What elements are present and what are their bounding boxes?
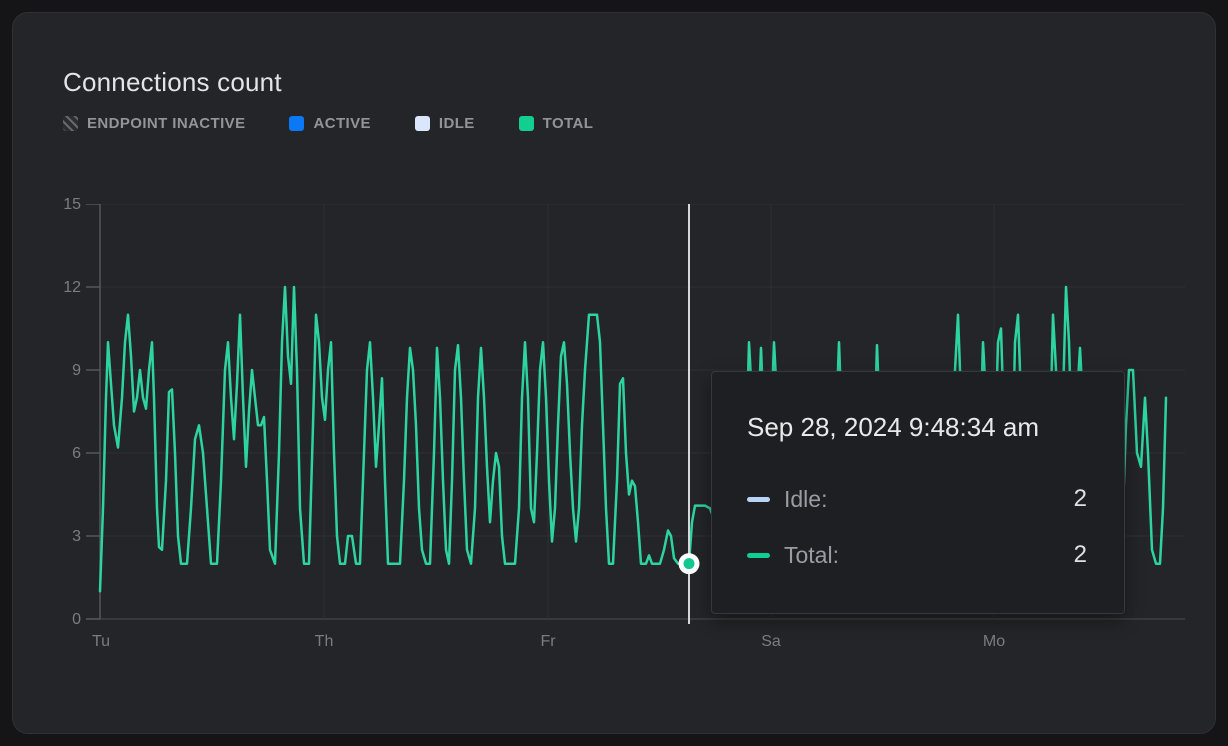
chart-legend: ENDPOINT INACTIVE ACTIVE IDLE TOTAL: [63, 115, 593, 132]
series-dash-icon: [747, 552, 770, 558]
tooltip-row-idle: Idle: 2: [747, 486, 1087, 512]
tooltip-row-label: Total:: [784, 542, 839, 568]
hover-marker-dot: [683, 558, 695, 570]
x-axis-label: Sa: [761, 633, 781, 650]
tooltip-rows: Idle: 2 Total: 2: [747, 486, 1087, 568]
legend-item-total[interactable]: TOTAL: [518, 115, 594, 132]
legend-swatch-icon: [63, 116, 78, 131]
legend-label: ACTIVE: [313, 115, 371, 132]
tooltip-row-total: Total: 2: [747, 542, 1087, 568]
legend-item-idle[interactable]: IDLE: [414, 115, 475, 132]
tooltip-row-label: Idle:: [784, 486, 828, 512]
legend-item-active[interactable]: ACTIVE: [289, 115, 370, 132]
x-axis-label: Mo: [982, 633, 1006, 650]
tooltip-row-value: 2: [1073, 541, 1087, 568]
chart-tooltip: Sep 28, 2024 9:48:34 am Idle: 2 Total: 2: [711, 371, 1125, 614]
connections-count-card: Connections count ENDPOINT INACTIVE ACTIV…: [12, 12, 1216, 734]
x-axis-label: Tu: [91, 633, 111, 650]
legend-swatch-icon: [414, 116, 430, 131]
y-axis-label: 0: [72, 610, 81, 628]
y-axis-label: 12: [63, 278, 81, 296]
legend-label: IDLE: [438, 115, 475, 132]
tooltip-row-value: 2: [1073, 485, 1087, 512]
series-dash-icon: [747, 496, 770, 502]
legend-swatch-icon: [518, 116, 534, 131]
legend-label: ENDPOINT INACTIVE: [87, 115, 246, 132]
x-axis-label: Fr: [540, 633, 556, 650]
y-axis-label: 6: [72, 444, 81, 462]
legend-label: TOTAL: [542, 115, 594, 132]
legend-swatch-icon: [289, 116, 305, 131]
x-axis-label: Th: [314, 633, 334, 650]
tooltip-timestamp: Sep 28, 2024 9:48:34 am: [747, 412, 1040, 442]
y-axis-label: 15: [63, 195, 81, 213]
chart-title: Connections count: [63, 67, 282, 97]
y-axis-label: 3: [72, 527, 81, 545]
legend-item-endpoint-inactive[interactable]: ENDPOINT INACTIVE: [63, 115, 245, 132]
y-axis-label: 9: [72, 361, 81, 379]
